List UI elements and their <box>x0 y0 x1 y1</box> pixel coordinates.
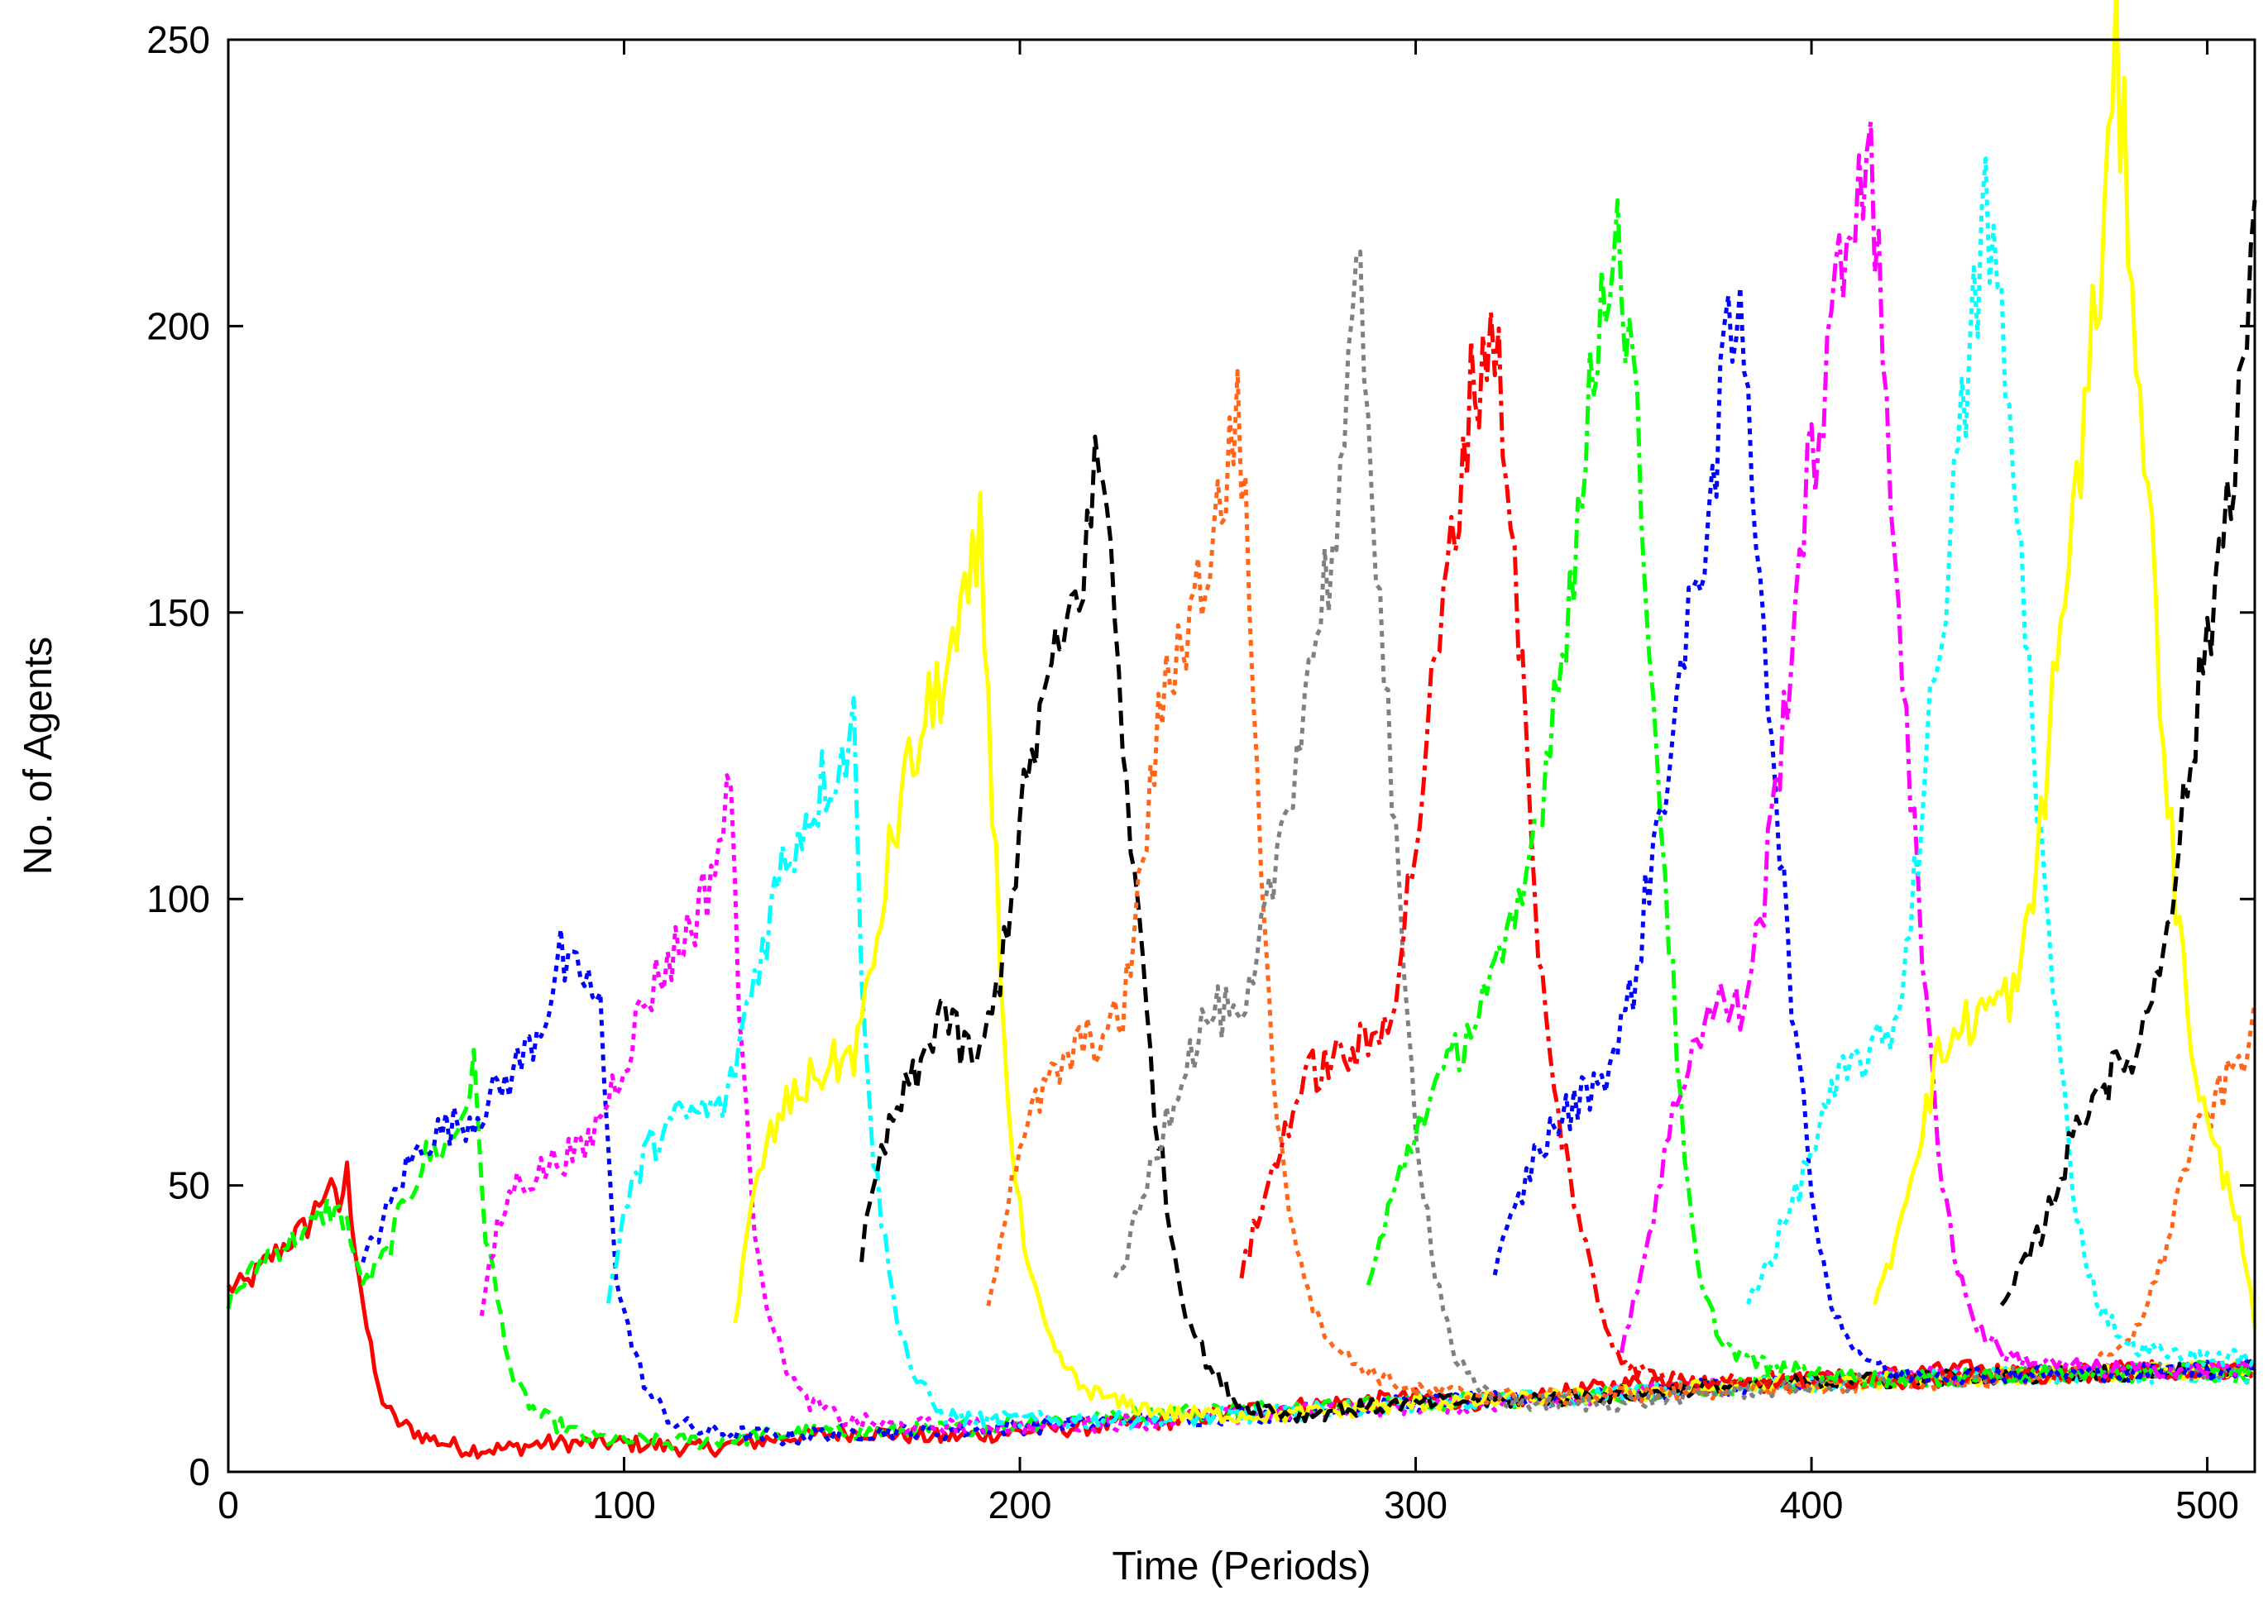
x-tick-label: 300 <box>1384 1483 1447 1526</box>
series-line-16 <box>1999 199 2257 1306</box>
series-line-6 <box>733 490 2257 1425</box>
x-tick-label: 500 <box>2175 1483 2239 1526</box>
series-line-3 <box>361 927 2256 1447</box>
tick-marks <box>227 38 2255 1474</box>
x-tick-labels: 0 100 200 300 400 500 <box>218 1483 2239 1526</box>
y-tick-label: 250 <box>146 18 210 61</box>
y-tick-label: 200 <box>146 304 210 347</box>
y-tick-label: 0 <box>189 1450 210 1493</box>
series-line-12 <box>1492 285 2256 1386</box>
series-line-13 <box>1619 119 2256 1379</box>
series-line-10 <box>1239 309 2257 1391</box>
x-axis-title: Time (Periods) <box>1112 1545 1371 1588</box>
y-tick-label: 50 <box>168 1164 210 1207</box>
series-line-11 <box>1366 198 2256 1390</box>
x-tick-label: 400 <box>1780 1483 1844 1526</box>
x-tick-label: 100 <box>592 1483 656 1526</box>
series-line-8 <box>986 369 2257 1406</box>
series-line-4 <box>479 773 2256 1436</box>
y-tick-label: 100 <box>146 877 210 920</box>
x-tick-label: 200 <box>988 1483 1052 1526</box>
series-line-7 <box>859 434 2257 1424</box>
y-tick-labels: 0 50 100 150 200 250 <box>146 18 210 1493</box>
y-tick-label: 150 <box>146 591 210 634</box>
series-layer <box>226 0 2257 1460</box>
x-tick-label: 0 <box>218 1483 239 1526</box>
series-line-14 <box>1746 156 2257 1368</box>
series-line-15 <box>1873 0 2257 1330</box>
series-line-2 <box>226 1048 2257 1451</box>
plot-area-frame <box>227 38 2256 1474</box>
y-axis-title: No. of Agents <box>17 637 60 875</box>
